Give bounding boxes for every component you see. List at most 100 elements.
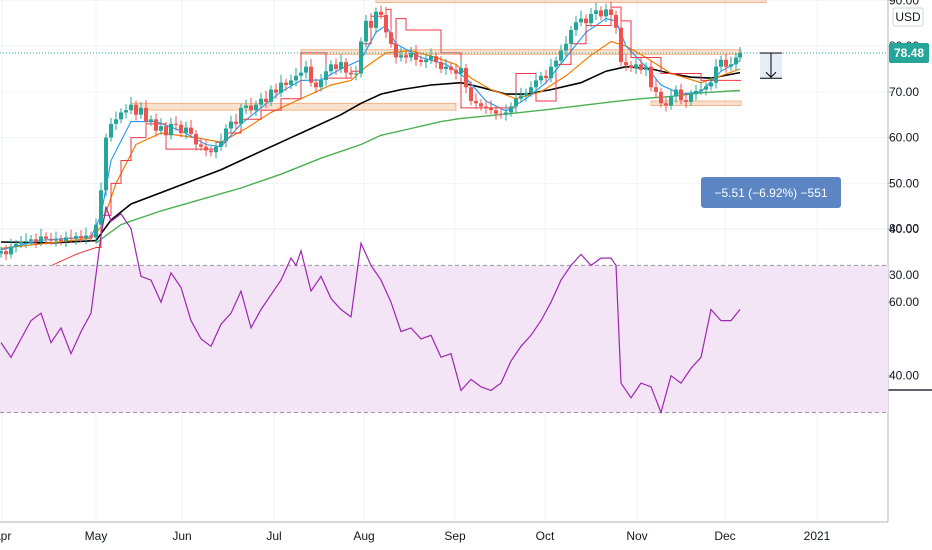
candle — [59, 235, 63, 246]
candle-body — [89, 235, 93, 238]
candle — [129, 96, 133, 115]
candle-body — [254, 104, 258, 111]
rsi-band — [0, 265, 888, 413]
candle — [159, 118, 163, 135]
price-tick-label: 40.00 — [889, 222, 919, 236]
candle-body — [549, 66, 553, 79]
candle — [619, 21, 623, 67]
candle-body — [49, 238, 53, 241]
candle-body — [164, 126, 168, 136]
candle-body — [44, 236, 48, 239]
candle — [244, 99, 248, 114]
candle — [229, 115, 233, 133]
candle-body — [259, 98, 263, 105]
candle-body — [344, 62, 348, 73]
candle — [89, 231, 93, 242]
candle — [684, 92, 688, 108]
candle-body — [174, 123, 178, 125]
candle — [354, 65, 358, 81]
candle-body — [264, 98, 268, 102]
candle-body — [329, 64, 333, 72]
zone-1 — [130, 102, 457, 111]
candle — [489, 100, 493, 115]
candle — [709, 76, 713, 91]
candle — [524, 88, 528, 102]
candle — [479, 99, 483, 111]
candle-body — [464, 68, 468, 88]
candle-body — [159, 126, 163, 131]
candle-body — [129, 104, 133, 111]
candle-body — [4, 251, 8, 255]
candle-body — [154, 119, 158, 131]
last-price-badge — [889, 43, 929, 64]
rsi-pane — [0, 206, 888, 415]
candle-body — [319, 79, 323, 88]
candle-body — [724, 59, 728, 67]
candle — [214, 140, 218, 159]
candle-body — [529, 87, 533, 93]
candle-body — [29, 239, 33, 242]
candle-body — [9, 246, 13, 255]
candle-body — [404, 55, 408, 58]
candle-body — [644, 66, 648, 70]
candle — [209, 146, 213, 157]
candle-body — [489, 107, 493, 111]
candle-body — [364, 20, 368, 42]
candle — [499, 107, 503, 119]
rsi-tick-label: 60.00 — [889, 295, 919, 309]
candle-body — [179, 124, 183, 134]
candle-body — [119, 112, 123, 120]
candle-body — [79, 236, 83, 239]
candle-body — [209, 150, 213, 153]
candle — [424, 53, 428, 69]
candle — [69, 229, 73, 243]
candle-body — [114, 119, 118, 124]
time-tick-label: Jun — [172, 529, 191, 543]
candle — [644, 62, 648, 76]
candle-body — [669, 96, 673, 106]
candle-body — [694, 90, 698, 95]
candle — [329, 60, 333, 76]
candle-body — [609, 9, 613, 15]
candle-body — [184, 127, 188, 134]
candle-body — [304, 66, 308, 73]
candle-body — [84, 235, 88, 239]
candle-body — [419, 59, 423, 63]
candle — [559, 44, 563, 65]
candle — [689, 90, 693, 107]
candle — [569, 25, 573, 48]
candle — [729, 56, 733, 71]
candle — [339, 54, 343, 74]
candle — [599, 6, 603, 21]
candle-body — [434, 56, 438, 63]
candle — [384, 7, 388, 39]
candle-body — [504, 112, 508, 115]
candle — [674, 85, 678, 103]
candle-body — [54, 239, 58, 241]
candle-body — [469, 87, 473, 101]
measure-tool — [701, 52, 841, 208]
candle — [139, 101, 143, 119]
candle — [254, 100, 258, 117]
price-tick-label: 60.00 — [889, 131, 919, 145]
candle-body — [579, 18, 583, 23]
candle — [144, 100, 148, 128]
candle-body — [314, 82, 318, 88]
zone-4 — [650, 100, 742, 106]
candle — [199, 138, 203, 151]
candle-body — [124, 110, 128, 113]
candle — [9, 238, 13, 259]
candle — [94, 218, 98, 244]
candle-body — [109, 123, 113, 138]
candle-body — [544, 75, 548, 79]
candle — [624, 54, 628, 72]
candle — [564, 35, 568, 57]
candle-body — [349, 72, 353, 75]
candle — [64, 231, 68, 248]
candle-body — [689, 94, 693, 102]
candle-body — [19, 241, 23, 244]
price-tick-label: 50.00 — [889, 176, 919, 190]
candle — [299, 68, 303, 80]
